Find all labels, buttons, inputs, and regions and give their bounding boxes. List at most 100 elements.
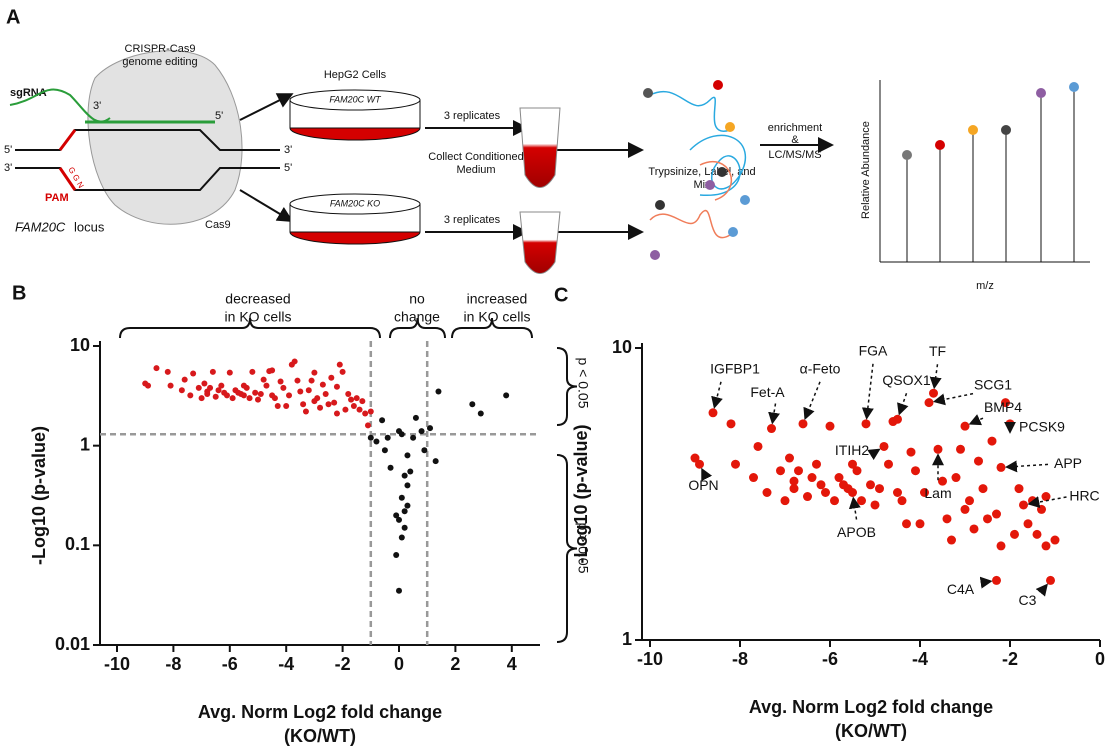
x-tick-label: -10 (104, 654, 130, 674)
point (345, 390, 352, 397)
point (477, 410, 484, 417)
point (1001, 398, 1010, 408)
x-tick-label: -8 (165, 654, 181, 674)
point (1014, 484, 1024, 494)
x-axis-label: (KO/WT) (284, 726, 356, 746)
point (503, 392, 510, 399)
y-axis-label: -Log10 (p-value) (571, 424, 591, 563)
annotation-arrow (861, 363, 874, 420)
tubes (519, 107, 561, 274)
point (412, 414, 419, 421)
annotation-label: OPN (688, 477, 718, 493)
x-tick-label: -4 (912, 649, 928, 669)
annotation-arrow (768, 403, 780, 425)
beads (643, 80, 750, 260)
region-label: decreased (225, 291, 290, 307)
point (381, 447, 388, 454)
point (401, 524, 408, 531)
peak-head (1036, 88, 1046, 98)
x-tick-label: -2 (335, 654, 351, 674)
annotation-label: Lam (924, 485, 951, 501)
point (240, 392, 247, 399)
y-axis-label: -Log10 (p-value) (29, 426, 49, 565)
point (379, 417, 386, 424)
point (983, 514, 992, 524)
point (401, 472, 408, 479)
point (212, 393, 219, 400)
point (300, 401, 307, 408)
point (229, 395, 236, 402)
annotation-label: BMP4 (984, 399, 1022, 415)
point (1019, 500, 1028, 510)
annotation-arrow (1027, 496, 1067, 508)
y-tick-label: 1 (80, 434, 90, 454)
p-label: p < 0.05 (575, 358, 591, 409)
point (348, 396, 355, 403)
annotation-label: APP (1054, 455, 1082, 471)
locus-gene: FAM20C (15, 219, 66, 234)
annotation-label: APOB (837, 524, 876, 540)
point (373, 438, 380, 445)
panel-label: B (12, 282, 26, 304)
pam-strand (58, 129, 77, 191)
wt-dish: FAM20C WT (329, 94, 382, 104)
point (960, 504, 970, 514)
point (339, 368, 346, 375)
prime: 3' (284, 144, 292, 156)
pam-seq: G G N (66, 166, 85, 190)
point (226, 369, 233, 376)
annotation-arrow (979, 576, 993, 589)
point (951, 473, 961, 483)
point (401, 508, 408, 515)
region-label: no (409, 291, 425, 307)
point (987, 436, 997, 446)
x-tick-label: -2 (1002, 649, 1018, 669)
point (269, 367, 276, 374)
point (965, 496, 974, 506)
point (690, 453, 700, 463)
point (283, 403, 290, 410)
point (857, 496, 866, 506)
point (812, 459, 821, 469)
region-label: in KO cells (464, 309, 531, 325)
point (269, 392, 276, 399)
point (920, 487, 929, 497)
point (767, 424, 776, 434)
point (1032, 529, 1042, 539)
point (776, 466, 785, 476)
pam-label: PAM (45, 192, 69, 204)
point (317, 404, 324, 411)
point (992, 575, 1001, 585)
point (353, 395, 360, 402)
point (933, 444, 943, 454)
panel-label: C (554, 284, 568, 306)
annotation-label: ITIH2 (835, 442, 869, 458)
region-label: in KO cells (225, 309, 292, 325)
point (848, 487, 857, 497)
replicates: 3 replicates (444, 110, 501, 122)
peak-head (968, 125, 978, 135)
point (956, 444, 965, 454)
ko-dish: FAM20C KO (330, 198, 380, 208)
point (848, 459, 857, 469)
point (1041, 541, 1051, 551)
point (274, 403, 281, 410)
brace (119, 317, 381, 339)
point (308, 377, 315, 384)
point (762, 487, 772, 497)
point (884, 459, 893, 469)
annotation-label: Fet-A (750, 384, 785, 400)
point (996, 541, 1006, 551)
y-tick-label: 0.1 (65, 534, 90, 554)
annotation-arrow (1035, 583, 1048, 597)
point (404, 502, 411, 509)
point (834, 473, 844, 483)
point (201, 380, 208, 387)
point (364, 422, 371, 429)
point (153, 365, 160, 372)
annotation-label: PCSK9 (1019, 419, 1065, 435)
point (246, 395, 253, 402)
point (255, 396, 261, 403)
point (794, 466, 803, 476)
region-label: change (394, 309, 440, 325)
